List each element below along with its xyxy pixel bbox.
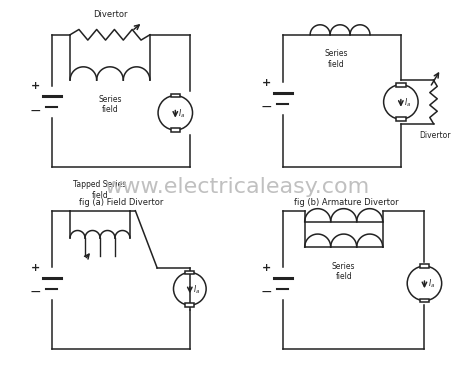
- Text: Series
field: Series field: [332, 262, 356, 281]
- Text: fig (a) Field Divertor: fig (a) Field Divertor: [79, 198, 163, 207]
- Text: Series
field: Series field: [325, 49, 348, 69]
- Bar: [419, 299, 429, 302]
- Text: Series
field: Series field: [98, 94, 122, 114]
- Bar: [396, 117, 406, 121]
- Bar: [185, 271, 194, 274]
- Text: +: +: [31, 263, 40, 273]
- Text: www.electricaleasy.com: www.electricaleasy.com: [104, 177, 370, 197]
- Text: $I_a$: $I_a$: [178, 107, 186, 120]
- Text: Tapped Series
field: Tapped Series field: [73, 180, 127, 200]
- Text: +: +: [262, 77, 271, 88]
- Text: $I_a$: $I_a$: [404, 96, 411, 109]
- Bar: [171, 128, 180, 132]
- Text: $I_a$: $I_a$: [193, 284, 200, 296]
- Bar: [185, 303, 194, 307]
- Text: $I_a$: $I_a$: [428, 278, 435, 290]
- Text: fig (b) Armature Divertor: fig (b) Armature Divertor: [294, 198, 399, 207]
- Text: +: +: [31, 81, 40, 91]
- Text: −: −: [30, 104, 41, 118]
- Bar: [419, 264, 429, 268]
- Text: Divertor: Divertor: [419, 131, 451, 140]
- Bar: [396, 83, 406, 87]
- Text: +: +: [262, 263, 271, 273]
- Text: −: −: [261, 285, 273, 299]
- Bar: [171, 94, 180, 98]
- Text: −: −: [261, 100, 273, 114]
- Text: Divertor: Divertor: [93, 9, 127, 19]
- Text: −: −: [30, 285, 41, 299]
